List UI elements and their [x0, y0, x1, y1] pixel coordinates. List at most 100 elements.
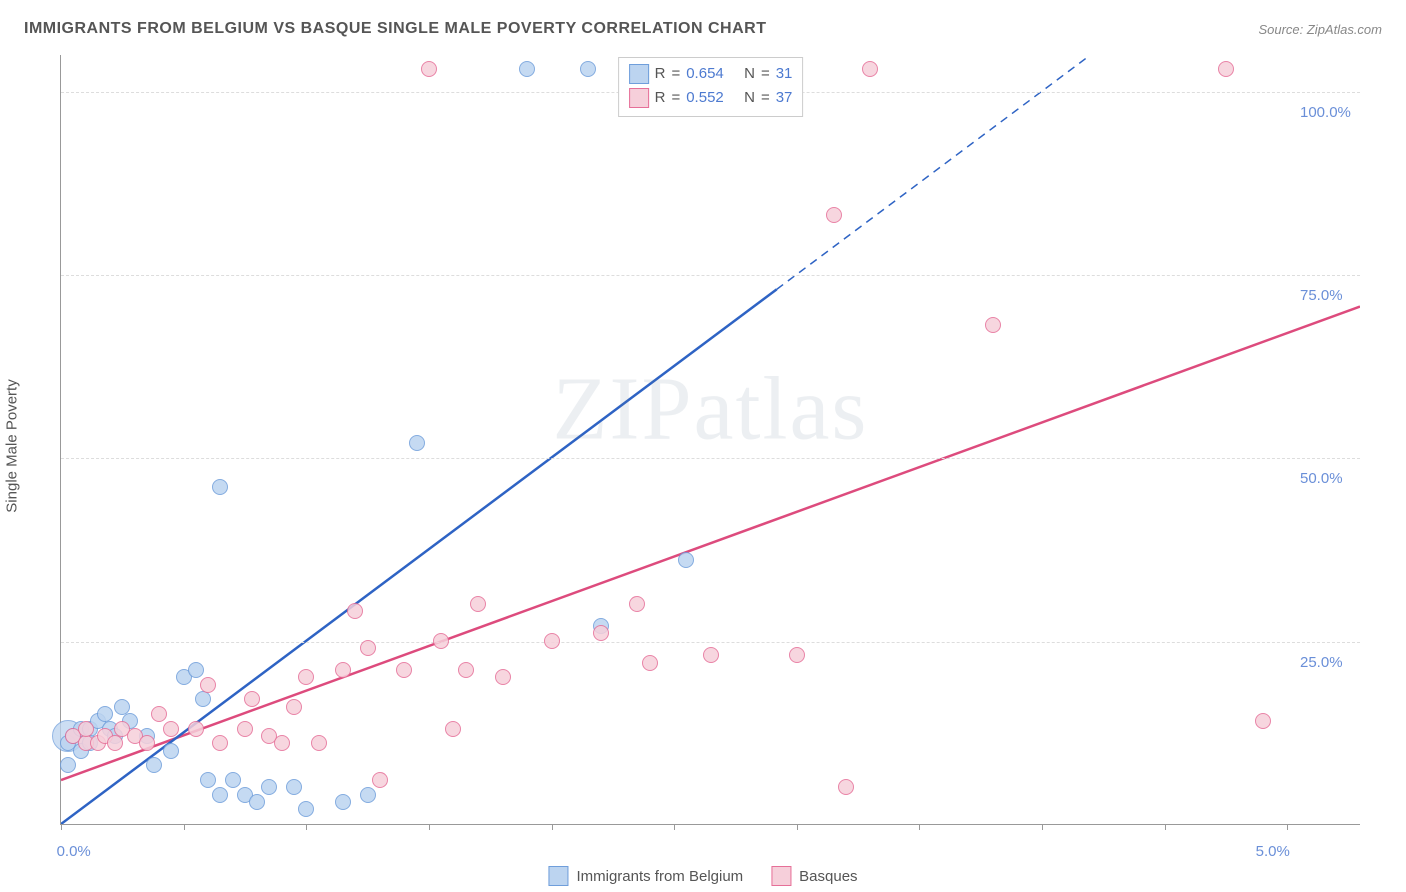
data-point — [347, 603, 363, 619]
data-point — [593, 625, 609, 641]
data-point — [495, 669, 511, 685]
data-point — [985, 317, 1001, 333]
data-point — [200, 772, 216, 788]
data-point — [1255, 713, 1271, 729]
data-point — [212, 787, 228, 803]
correlation-legend: R = 0.654 N = 31 R = 0.552 N = 37 — [618, 57, 804, 117]
data-point — [396, 662, 412, 678]
chart-title: IMMIGRANTS FROM BELGIUM VS BASQUE SINGLE… — [24, 20, 766, 38]
data-point — [200, 677, 216, 693]
legend-item-basques: Basques — [771, 866, 857, 886]
data-point — [298, 669, 314, 685]
swatch-basques — [771, 866, 791, 886]
n-value-basques: 37 — [776, 86, 793, 110]
data-point — [445, 721, 461, 737]
data-point — [225, 772, 241, 788]
x-tick — [1165, 824, 1166, 830]
data-point — [458, 662, 474, 678]
data-point — [862, 61, 878, 77]
data-point — [146, 757, 162, 773]
series-legend: Immigrants from Belgium Basques — [548, 866, 857, 886]
source-prefix: Source: — [1258, 22, 1306, 37]
data-point — [188, 721, 204, 737]
gridline-horizontal — [61, 642, 1360, 643]
data-point — [826, 207, 842, 223]
data-point — [244, 691, 260, 707]
legend-item-belgium: Immigrants from Belgium — [548, 866, 743, 886]
n-value-belgium: 31 — [776, 62, 793, 86]
x-tick — [1042, 824, 1043, 830]
data-point — [249, 794, 265, 810]
data-point — [188, 662, 204, 678]
y-tick-label: 100.0% — [1300, 104, 1351, 121]
data-point — [212, 735, 228, 751]
data-point — [114, 699, 130, 715]
x-tick — [797, 824, 798, 830]
legend-row-belgium: R = 0.654 N = 31 — [629, 62, 793, 86]
y-axis-label: Single Male Poverty — [4, 379, 21, 512]
data-point — [298, 801, 314, 817]
data-point — [195, 691, 211, 707]
watermark-text: ZIPatlas — [553, 357, 869, 460]
trend-line — [61, 306, 1360, 780]
x-tick — [919, 824, 920, 830]
x-tick — [429, 824, 430, 830]
x-tick — [184, 824, 185, 830]
data-point — [335, 662, 351, 678]
data-point — [703, 647, 719, 663]
data-point — [212, 479, 228, 495]
data-point — [678, 552, 694, 568]
data-point — [97, 706, 113, 722]
data-point — [1218, 61, 1234, 77]
legend-label-belgium: Immigrants from Belgium — [576, 868, 743, 885]
legend-label-basques: Basques — [799, 868, 857, 885]
data-point — [286, 699, 302, 715]
data-point — [335, 794, 351, 810]
x-tick — [1287, 824, 1288, 830]
y-tick-label: 75.0% — [1300, 287, 1343, 304]
data-point — [286, 779, 302, 795]
scatter-plot: ZIPatlas R = 0.654 N = 31 R = 0.552 N = … — [60, 55, 1360, 825]
eq-sign: = — [761, 62, 770, 86]
gridline-horizontal — [61, 458, 1360, 459]
trend-line — [777, 55, 1091, 289]
data-point — [519, 61, 535, 77]
data-point — [580, 61, 596, 77]
data-point — [838, 779, 854, 795]
data-point — [274, 735, 290, 751]
data-point — [789, 647, 805, 663]
y-tick-label: 25.0% — [1300, 654, 1343, 671]
data-point — [163, 721, 179, 737]
r-label: R — [655, 86, 666, 110]
data-point — [629, 596, 645, 612]
eq-sign: = — [761, 86, 770, 110]
n-label: N — [744, 86, 755, 110]
r-label: R — [655, 62, 666, 86]
y-tick-label: 50.0% — [1300, 470, 1343, 487]
gridline-horizontal — [61, 275, 1360, 276]
data-point — [360, 640, 376, 656]
swatch-belgium — [548, 866, 568, 886]
eq-sign: = — [671, 86, 680, 110]
data-point — [409, 435, 425, 451]
x-tick — [552, 824, 553, 830]
data-point — [360, 787, 376, 803]
data-point — [163, 743, 179, 759]
n-label: N — [744, 62, 755, 86]
data-point — [421, 61, 437, 77]
data-point — [60, 757, 76, 773]
x-tick-label: 5.0% — [1256, 843, 1290, 860]
data-point — [642, 655, 658, 671]
trend-lines — [61, 55, 1360, 824]
r-value-basques: 0.552 — [686, 86, 724, 110]
data-point — [372, 772, 388, 788]
data-point — [107, 735, 123, 751]
legend-row-basques: R = 0.552 N = 37 — [629, 86, 793, 110]
source-credit: Source: ZipAtlas.com — [1258, 22, 1382, 37]
data-point — [78, 721, 94, 737]
source-name: ZipAtlas.com — [1307, 22, 1382, 37]
swatch-basques — [629, 88, 649, 108]
data-point — [433, 633, 449, 649]
x-tick — [61, 824, 62, 830]
data-point — [139, 735, 155, 751]
